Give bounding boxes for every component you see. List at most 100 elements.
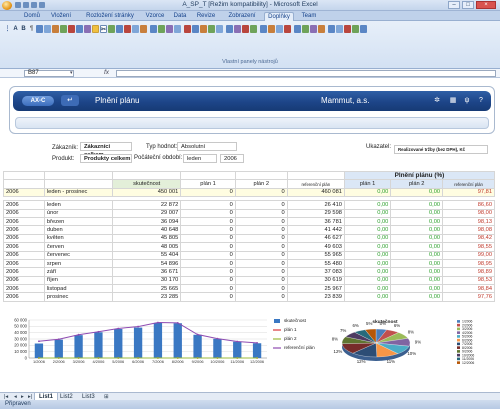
table-row[interactable]: 2006 říjen 30 170 0 0 30 619 0,00 0,00 98,53 bbox=[3, 275, 495, 286]
tool-icon[interactable] bbox=[216, 25, 223, 33]
point bbox=[216, 337, 219, 340]
sheet-tab-list2[interactable]: List2 bbox=[60, 394, 73, 400]
pie-chart[interactable]: skutečnost plán 1 plán 2 referenční plán sku… bbox=[268, 318, 500, 368]
chevron-down-icon[interactable]: ▾ bbox=[70, 70, 73, 76]
product-select[interactable]: Produkty celkem bbox=[80, 154, 132, 163]
tool-icon[interactable] bbox=[344, 25, 351, 33]
table-row[interactable]: 2006 březen 36 094 0 0 36 781 0,00 0,00 98,13 bbox=[3, 216, 495, 227]
tool-icon[interactable] bbox=[268, 25, 275, 33]
tab-home[interactable]: Domů bbox=[23, 13, 40, 19]
tool-icon[interactable] bbox=[60, 25, 67, 33]
tab-insert[interactable]: Vložení bbox=[50, 13, 71, 19]
tool-icon[interactable] bbox=[310, 25, 317, 33]
tab-data[interactable]: Data bbox=[173, 13, 187, 19]
tool-icon[interactable] bbox=[260, 25, 267, 33]
table-row[interactable]: 2006 leden 22 872 0 0 26 410 0,00 0,00 86,60 bbox=[3, 200, 495, 210]
tool-icon[interactable] bbox=[318, 25, 325, 33]
table-row[interactable]: 2006 duben 40 648 0 0 41 442 0,00 0,00 98,08 bbox=[3, 225, 495, 235]
table-row[interactable]: 2006 květen 45 805 0 0 46 627 0,00 0,00 98,42 bbox=[3, 233, 495, 244]
bold-icon[interactable]: A bbox=[13, 26, 18, 32]
report-subbar bbox=[15, 117, 489, 129]
maximize-icon[interactable]: □ bbox=[462, 1, 474, 9]
tool-icon[interactable] bbox=[208, 25, 215, 33]
tool-icon[interactable] bbox=[108, 25, 115, 33]
table-row[interactable]: 2006 prosinec 23 285 0 0 23 839 0,00 0,00 97,76 bbox=[3, 292, 495, 302]
next-sheet-icon[interactable]: ▸ bbox=[21, 394, 24, 400]
tab-view[interactable]: Zobrazení bbox=[228, 13, 256, 19]
tool-icon[interactable] bbox=[360, 25, 367, 33]
back-arrow-icon[interactable]: ↵ bbox=[61, 95, 79, 106]
insert-sheet-icon[interactable]: ⊞ bbox=[104, 394, 109, 400]
first-sheet-icon[interactable]: |◂ bbox=[4, 394, 9, 400]
tool-icon[interactable] bbox=[174, 25, 181, 33]
initial-month-select[interactable]: leden bbox=[183, 154, 217, 163]
tool-icon[interactable] bbox=[352, 25, 359, 33]
tool-icon[interactable] bbox=[200, 25, 207, 33]
tool-icon[interactable] bbox=[158, 25, 165, 33]
toolbar-handle-icon[interactable]: ⋮ bbox=[4, 26, 11, 32]
filter-icon[interactable]: ψ bbox=[464, 97, 470, 104]
table-row[interactable]: 2006 červen 48 005 0 0 49 603 0,00 0,00 98,55 bbox=[3, 242, 495, 252]
office-button-icon[interactable] bbox=[2, 1, 12, 10]
tool-icon[interactable] bbox=[116, 25, 123, 33]
tool-icon[interactable] bbox=[336, 25, 343, 33]
tool-icon[interactable] bbox=[124, 25, 131, 33]
table-row[interactable]: 2006 srpen 54 896 0 0 55 480 0,00 0,00 98,95 bbox=[3, 258, 495, 269]
tab-team[interactable]: Team bbox=[301, 13, 317, 19]
tool-icon[interactable] bbox=[284, 25, 291, 33]
tool-icon[interactable] bbox=[52, 25, 59, 33]
tool-icon[interactable] bbox=[250, 25, 257, 33]
table-row[interactable]: 2006 září 36 671 0 0 37 083 0,00 0,00 98,89 bbox=[3, 267, 495, 277]
tool-icon[interactable] bbox=[328, 25, 335, 33]
table-row[interactable]: 2006 červenec 55 404 0 0 55 965 0,00 0,00 99,00 bbox=[3, 250, 495, 260]
formula-input[interactable] bbox=[116, 70, 496, 77]
tool-icon[interactable] bbox=[76, 25, 83, 33]
minimize-icon[interactable]: – bbox=[448, 1, 460, 9]
tool-icon[interactable] bbox=[92, 25, 99, 33]
tab-formulas[interactable]: Vzorce bbox=[145, 13, 165, 19]
name-box[interactable]: B87 bbox=[24, 70, 74, 77]
gear-icon[interactable]: ✲ bbox=[434, 97, 440, 104]
scissors-icon[interactable]: ✂ bbox=[100, 25, 107, 33]
last-sheet-icon[interactable]: ▸| bbox=[28, 394, 33, 400]
tool-icon[interactable] bbox=[276, 25, 283, 33]
customer-select[interactable]: Zákazníci celkem bbox=[80, 142, 132, 158]
tool-icon[interactable] bbox=[150, 25, 157, 33]
indicator-select[interactable]: Realizované tržby (bez DPH), Kč bbox=[394, 145, 488, 154]
tab-review[interactable]: Revize bbox=[196, 13, 216, 19]
tool-icon[interactable] bbox=[302, 25, 309, 33]
summary-row[interactable]: 2006 leden - prosinec 450 001 0 0 460 08… bbox=[3, 187, 495, 198]
initial-year-select[interactable]: 2006 bbox=[220, 154, 244, 163]
grid-icon[interactable]: ▦ bbox=[449, 97, 457, 104]
text-icon[interactable]: ¶ bbox=[29, 26, 34, 32]
quick-access-toolbar[interactable] bbox=[15, 2, 55, 9]
tool-icon[interactable] bbox=[294, 25, 301, 33]
axc-logo[interactable]: AX-C bbox=[22, 96, 54, 106]
tool-icon[interactable] bbox=[184, 25, 191, 33]
tool-icon[interactable] bbox=[84, 25, 91, 33]
sheet-tab-list3[interactable]: List3 bbox=[82, 394, 95, 400]
tab-page-layout[interactable]: Rozložení stránky bbox=[86, 13, 134, 19]
tool-icon[interactable] bbox=[132, 25, 139, 33]
tool-icon[interactable] bbox=[140, 25, 147, 33]
ribbon-group-caption: Vlastní panely nástrojů bbox=[222, 59, 278, 65]
table-row[interactable]: 2006 listopad 25 665 0 0 25 967 0,00 0,00 98,84 bbox=[3, 284, 495, 294]
tool-icon[interactable] bbox=[234, 25, 241, 33]
prev-sheet-icon[interactable]: ◂ bbox=[14, 394, 17, 400]
bold-b-icon[interactable]: B bbox=[21, 26, 26, 32]
fx-icon[interactable]: fx bbox=[104, 69, 110, 76]
close-icon[interactable]: × bbox=[476, 1, 496, 9]
tool-icon[interactable] bbox=[68, 25, 75, 33]
tool-icon[interactable] bbox=[44, 25, 51, 33]
pct-plan1-cell: 0,00 bbox=[343, 233, 392, 244]
table-row[interactable]: 2006 únor 29 007 0 0 29 598 0,00 0,00 98,00 bbox=[3, 208, 495, 218]
tool-icon[interactable] bbox=[242, 25, 249, 33]
help-icon[interactable]: ? bbox=[479, 97, 483, 104]
tool-icon[interactable] bbox=[166, 25, 173, 33]
tab-addins[interactable]: Doplňky bbox=[264, 12, 294, 21]
tool-icon[interactable] bbox=[226, 25, 233, 33]
tool-icon[interactable] bbox=[36, 25, 43, 33]
value-type-select[interactable]: Absolutní bbox=[177, 142, 237, 151]
tool-icon[interactable] bbox=[192, 25, 199, 33]
